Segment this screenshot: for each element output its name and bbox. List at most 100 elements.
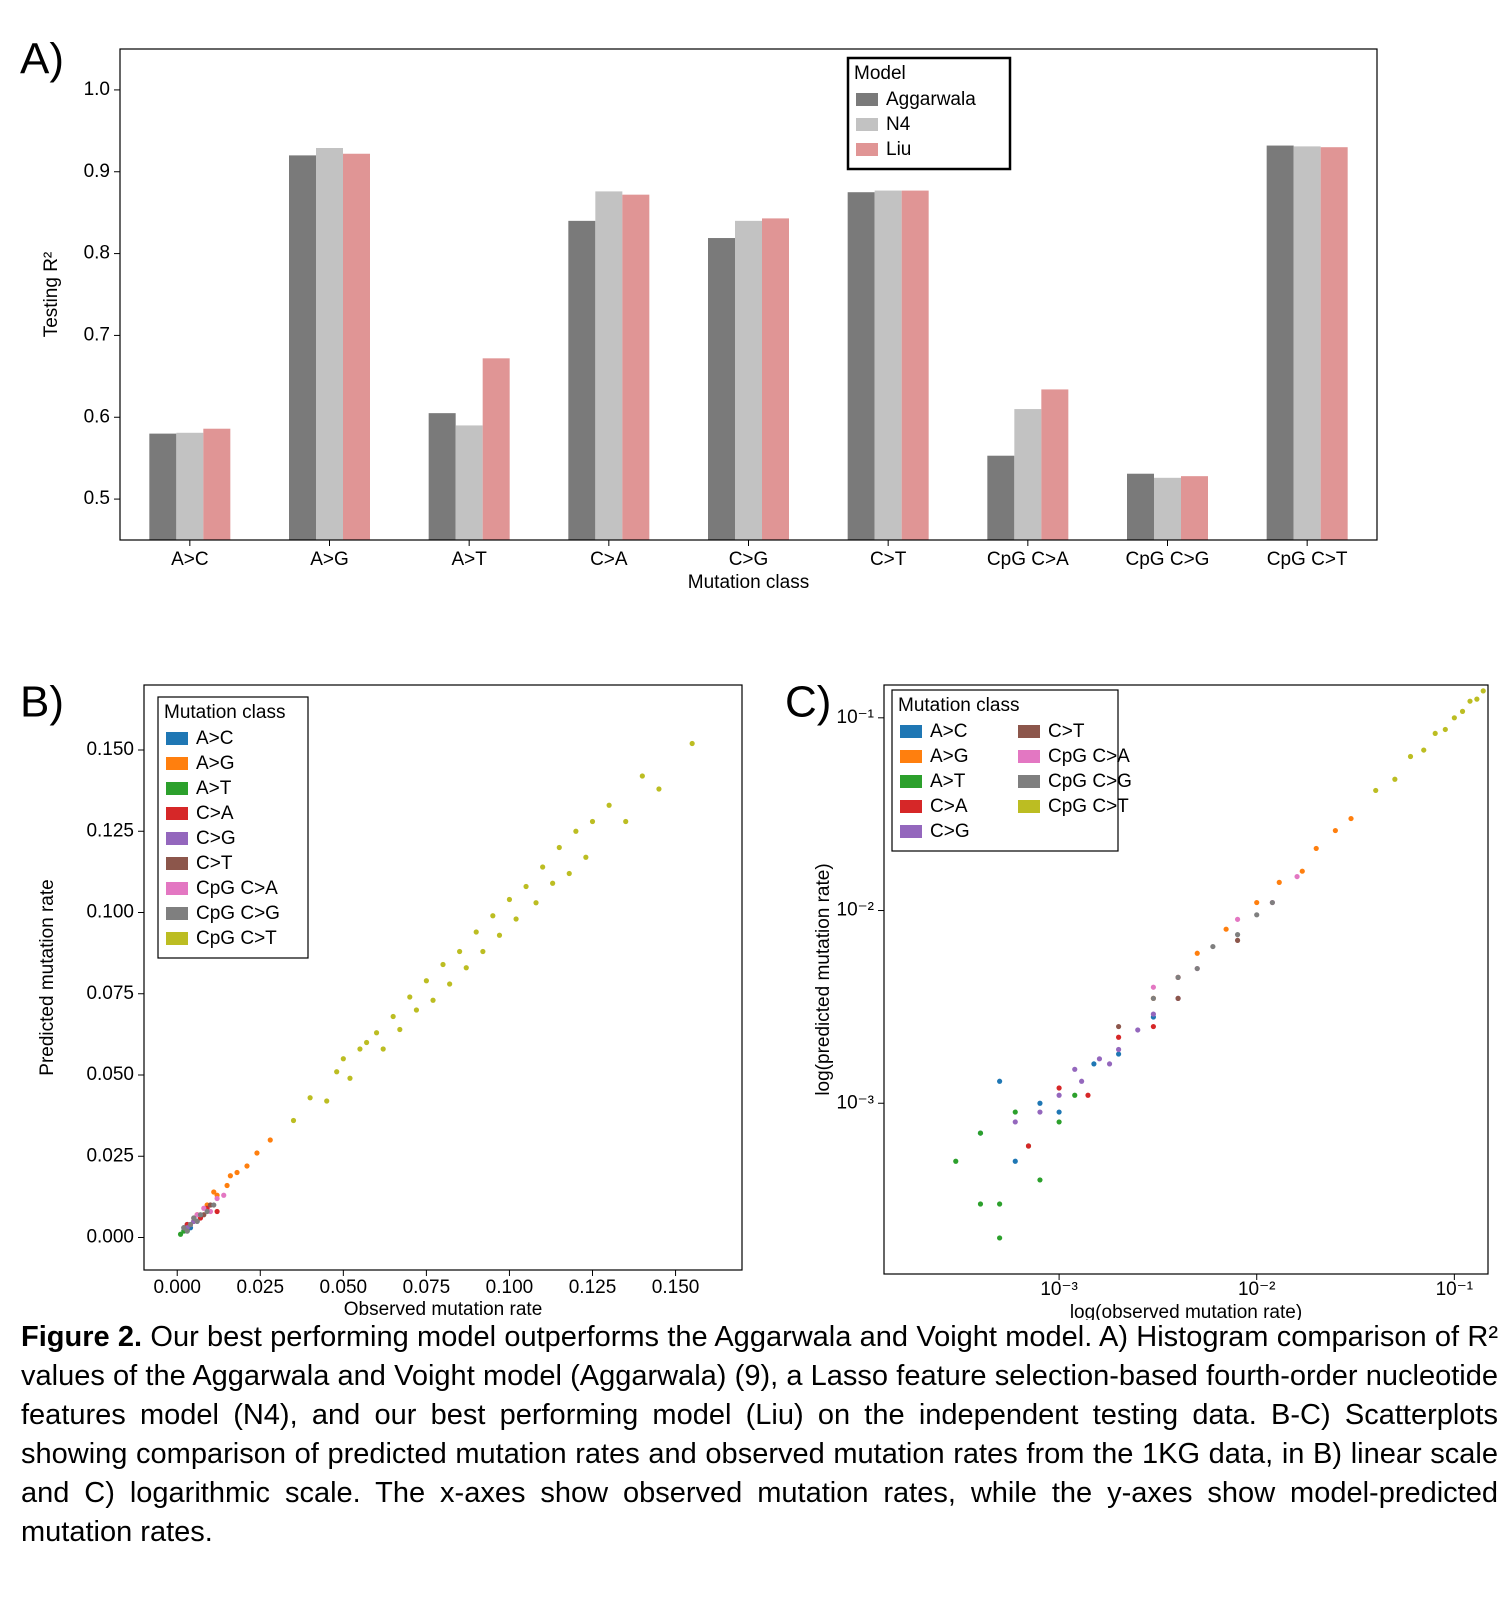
legend-swatch [166,932,188,945]
point [363,1039,370,1046]
bar [874,190,902,541]
legend-swatch [1018,800,1040,813]
legend-label: A>G [196,753,235,774]
point [1115,1034,1122,1040]
point [1079,1078,1085,1084]
point [1175,974,1181,980]
x-tick-label: CpG C>A [987,549,1069,570]
legend-swatch [900,750,922,763]
point [689,740,695,747]
point [496,932,503,938]
legend-swatch [166,732,188,745]
x-tick-label: 0.050 [320,1277,368,1298]
point [1223,926,1229,932]
legend-label: C>T [1048,721,1085,742]
bar [762,218,789,540]
y-tick-label: 0.5 [84,488,110,509]
bar [847,192,875,541]
plot-frame [143,684,743,1271]
charts: A) 0.5 0.6 0.7 0.8 0.9 1.0 Testing R² Mutation c… [20,35,1489,1320]
point [413,1007,420,1013]
bar [289,155,316,540]
point [194,1218,200,1224]
point [1234,932,1241,938]
panel-label: B) [20,678,64,727]
point [181,1225,187,1231]
point [589,818,596,825]
point [211,1202,217,1208]
x-tick-label: 0.075 [403,1277,451,1298]
legend-swatch [1018,775,1040,788]
point [533,900,539,906]
x-tick-label: 0.125 [569,1277,617,1298]
bar [735,220,762,540]
x-tick-label: 0.000 [153,1277,201,1298]
point [1056,1109,1062,1115]
bar [1320,147,1348,540]
y-tick-label: 0.125 [86,820,134,841]
point [1037,1177,1043,1183]
legend-swatch [166,857,188,870]
y-tick-label: 0.100 [86,902,134,923]
point [407,994,413,1000]
x-tick-label: CpG C>T [1267,549,1348,570]
x-axis-title: Observed mutation rate [344,1299,543,1320]
y-tick-label: 0.8 [84,243,110,264]
legend-label: CpG C>T [1048,796,1129,817]
legend-title: Mutation class [164,702,285,723]
y-tick-label: 0.7 [84,324,110,345]
point [1234,937,1241,943]
legend-box [846,56,1012,171]
point [1276,879,1282,885]
point [1037,1109,1043,1115]
point [334,1069,340,1075]
point [397,1026,403,1033]
bar [149,433,177,540]
point [1442,726,1448,733]
point [1012,1109,1018,1115]
x-tick-label: A>T [451,549,487,570]
point [1135,1027,1141,1033]
bar [482,358,510,540]
y-tick-label: 0.9 [84,161,110,182]
point [1096,1056,1103,1062]
bar [622,194,650,540]
point [1106,1061,1113,1067]
legend-label: A>T [930,771,966,792]
x-tick-label: 0.025 [237,1277,285,1298]
point [197,1212,204,1218]
point [513,916,519,922]
point [1194,965,1200,972]
point [1025,1143,1032,1149]
point [244,1163,250,1169]
point [953,1158,959,1164]
point [1348,815,1354,822]
x-tick-label: A>G [310,549,349,570]
bar [568,220,596,540]
point [227,1173,233,1179]
point [656,786,662,792]
point [997,1201,1003,1207]
legend-swatch [166,907,188,920]
x-tick-label: 10⁻² [1238,1279,1276,1300]
point [191,1215,197,1221]
legend-title: Model [854,63,906,84]
point [224,1182,230,1189]
point [556,844,562,851]
y-tick-label: 1.0 [84,79,110,100]
legend-swatch [900,825,922,838]
x-tick-label: 10⁻³ [1040,1279,1078,1300]
point [457,948,463,955]
point [423,978,429,984]
legend-swatch [900,800,922,813]
point [1072,1092,1078,1098]
x-tick-label: 0.150 [652,1277,700,1298]
legend-swatch [856,143,878,156]
point [211,1189,217,1195]
legend-swatch [166,782,188,795]
legend-swatch [856,118,878,131]
bar [901,190,929,541]
point [234,1169,240,1176]
point [523,883,529,890]
y-tick-label: 10⁻² [837,900,875,921]
